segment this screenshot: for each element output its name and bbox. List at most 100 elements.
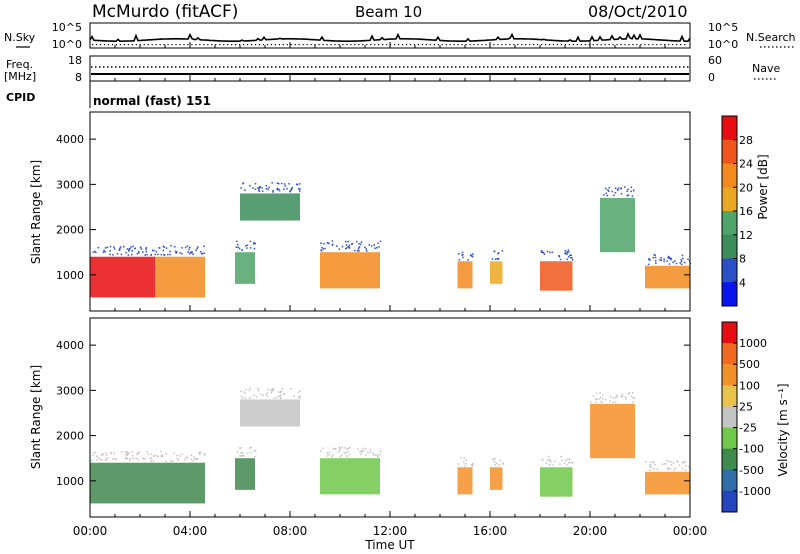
echo-speckle xyxy=(131,253,133,256)
echo-speckle xyxy=(244,392,246,395)
nsearch-dot xyxy=(103,44,106,46)
echo-speckle xyxy=(659,259,661,261)
nsearch-dot xyxy=(250,44,253,46)
echo-speckle xyxy=(681,461,684,463)
nsearch-dot xyxy=(648,44,650,46)
echo-speckle xyxy=(542,459,544,461)
echo-speckle xyxy=(607,190,610,192)
nsearch-dot xyxy=(672,44,674,46)
echo-speckle xyxy=(245,245,247,247)
echo-speckle xyxy=(276,182,279,184)
colorbar-segment xyxy=(722,187,737,212)
echo-speckle xyxy=(272,387,275,390)
echo-speckle xyxy=(688,466,690,468)
echo-speckle xyxy=(632,397,635,399)
nsearch-dot xyxy=(358,44,360,46)
echo-speckle xyxy=(609,400,611,402)
echo-speckle xyxy=(667,257,669,259)
echo-speckle xyxy=(272,389,275,391)
echo-speckle xyxy=(569,461,571,464)
echo-region xyxy=(540,467,573,497)
echo-speckle xyxy=(565,464,568,466)
echo-speckle xyxy=(267,188,269,191)
echo-speckle xyxy=(257,187,259,189)
echo-speckle xyxy=(157,455,159,458)
nsearch-dot xyxy=(386,44,388,46)
echo-speckle xyxy=(262,394,265,397)
echo-speckle xyxy=(372,452,374,455)
echo-speckle xyxy=(560,455,563,458)
echo-speckle xyxy=(293,395,295,397)
echo-speckle xyxy=(286,187,288,190)
date-title: 08/Oct/2010 xyxy=(588,2,688,21)
echo-region xyxy=(155,256,205,298)
colorbar-segment xyxy=(722,282,737,307)
nsearch-dot xyxy=(604,44,606,46)
echo-speckle xyxy=(203,252,206,254)
echo-speckle xyxy=(189,251,192,253)
nsearch-dot xyxy=(640,44,642,46)
echo-speckle xyxy=(238,447,241,449)
echo-speckle xyxy=(136,452,139,455)
echo-speckle xyxy=(126,451,128,453)
echo-speckle xyxy=(204,454,206,456)
echo-speckle xyxy=(265,184,268,187)
echo-speckle xyxy=(276,188,279,191)
echo-speckle xyxy=(279,391,282,394)
echo-speckle xyxy=(242,455,244,457)
echo-speckle xyxy=(566,258,568,261)
echo-speckle xyxy=(669,468,671,470)
echo-speckle xyxy=(568,251,570,253)
echo-speckle xyxy=(197,458,199,461)
echo-speckle xyxy=(348,446,351,449)
nsearch-dot xyxy=(219,44,221,46)
echo-speckle xyxy=(571,256,573,259)
nsearch-dot xyxy=(457,44,459,46)
velocity-colorbar: 1000 500 100 25 -25 -100 -500 -1000 xyxy=(721,321,771,513)
echo-speckle xyxy=(649,465,651,467)
echo-speckle xyxy=(128,249,130,251)
nave-tick-top: 60 xyxy=(708,54,722,67)
echo-speckle xyxy=(253,247,256,250)
nsearch-dot xyxy=(425,44,427,46)
echo-speckle xyxy=(238,247,241,250)
echo-speckle xyxy=(246,247,248,249)
echo-speckle xyxy=(270,391,273,394)
nsearch-dot xyxy=(517,44,519,46)
echo-speckle xyxy=(103,249,105,252)
echo-speckle xyxy=(136,453,138,456)
echo-speckle xyxy=(257,189,260,191)
echo-speckle xyxy=(252,187,254,189)
echo-speckle xyxy=(125,251,127,254)
echo-speckle xyxy=(471,255,474,258)
colorbar-tick-label: -100 xyxy=(739,443,764,456)
echo-speckle xyxy=(471,463,474,465)
echo-speckle xyxy=(599,392,601,394)
echo-speckle xyxy=(181,252,183,255)
echo-speckle xyxy=(609,395,612,398)
power-cbar-label: Power [dB] xyxy=(756,154,770,219)
colorbar-tick-label: 500 xyxy=(739,358,760,371)
nsearch-tick-top: 10^5 xyxy=(708,21,738,34)
echo-speckle xyxy=(676,461,678,463)
echo-speckle xyxy=(605,187,607,190)
echo-speckle xyxy=(670,258,672,261)
nsearch-dot xyxy=(231,44,233,46)
nsearch-dot xyxy=(525,44,527,46)
echo-speckle xyxy=(348,244,350,247)
echo-speckle xyxy=(271,390,273,392)
echo-speckle xyxy=(567,256,570,258)
echo-speckle xyxy=(368,243,371,246)
echo-speckle xyxy=(201,252,204,255)
echo-speckle xyxy=(272,191,274,193)
nsearch-dot xyxy=(453,44,455,46)
nave-label: Nave xyxy=(752,62,780,75)
echo-speckle xyxy=(246,244,249,247)
echo-speckle xyxy=(197,246,199,248)
echo-speckle xyxy=(280,182,283,185)
time-axis-label: Time UT xyxy=(364,538,415,552)
echo-speckle xyxy=(160,454,163,456)
echo-speckle xyxy=(331,240,334,242)
nsearch-dot xyxy=(266,44,269,46)
echo-speckle xyxy=(136,252,139,255)
